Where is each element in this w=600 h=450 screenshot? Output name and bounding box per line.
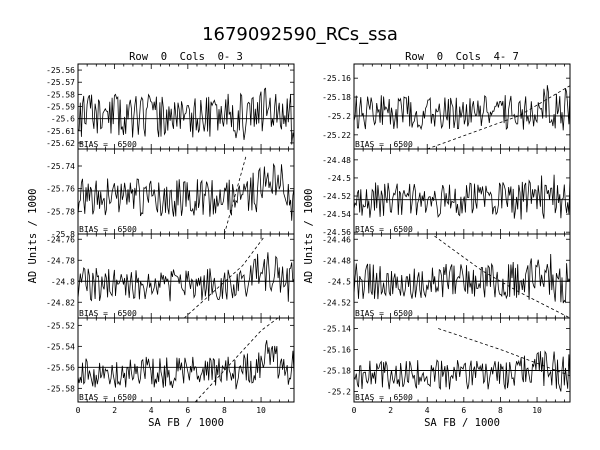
panel-frame [353, 233, 571, 319]
y-axis-label-right: AD Units / 1000 [303, 189, 315, 284]
fit-dashed-line [183, 235, 266, 319]
y-tick-label: -25.52 [46, 321, 75, 330]
y-tick-label: -24.54 [322, 210, 351, 219]
x-tick-label: 0 [76, 406, 81, 415]
y-tick-label: -24.82 [46, 298, 75, 307]
series-trace [353, 85, 571, 131]
y-tick-label: -25.76 [46, 185, 75, 194]
fit-dashed-line [194, 316, 280, 403]
x-tick-label: 10 [256, 406, 266, 415]
y-tick-label: -24.56 [322, 228, 351, 237]
y-tick-label: -25.56 [46, 363, 75, 372]
series-trace [353, 350, 571, 392]
x-tick-label: 2 [112, 406, 117, 415]
x-tick-label: 10 [532, 406, 542, 415]
series-trace [353, 174, 571, 220]
x-axis-label-left: SA FB / 1000 [148, 417, 224, 429]
panel-p1: -25.74 -25.76 -25.78 -25.8 BIAS = 6500 [46, 148, 295, 239]
x-tick-label: 8 [498, 406, 503, 415]
y-axis-label-left: AD Units / 1000 [27, 189, 39, 284]
bias-label: BIAS = 6500 [79, 225, 137, 234]
y-tick-label: -25.58 [46, 90, 75, 99]
y-tick-label: -24.48 [322, 256, 351, 265]
y-tick-label: -24.78 [46, 256, 75, 265]
panel-p7: -25.14 -25.16 -25.18 -25.20 2 4 6 8 10 BIAS = 650… [322, 317, 571, 415]
x-tick-label: 4 [149, 406, 154, 415]
y-tick-label: -25.6 [51, 115, 75, 124]
x-tick-label: 8 [222, 406, 227, 415]
panel-p6: -24.46 -24.48 -24.5 -24.52 BIAS = 6500 [322, 233, 571, 319]
y-tick-label: -24.5 [327, 174, 351, 183]
y-tick-label: -24.5 [327, 277, 351, 286]
y-tick-label: -25.14 [322, 325, 351, 334]
bias-label: BIAS = 6500 [79, 309, 137, 318]
y-tick-label: -25.61 [46, 127, 75, 136]
y-tick-label: -25.62 [46, 139, 75, 148]
x-tick-label: 6 [461, 406, 466, 415]
bias-label: BIAS = 6500 [355, 225, 413, 234]
series-trace [77, 340, 295, 390]
series-trace [77, 87, 295, 145]
y-tick-label: -25.18 [322, 367, 351, 376]
fit-dashed-line [224, 154, 247, 235]
bias-label: BIAS = 6500 [79, 140, 137, 149]
y-tick-label: -25.74 [46, 162, 75, 171]
series-trace [77, 252, 295, 302]
y-tick-label: -24.48 [322, 156, 351, 165]
chart-title: 1679092590_RCs_ssa [202, 24, 398, 45]
y-tick-label: -24.46 [322, 235, 351, 244]
y-tick-label: -25.56 [46, 66, 75, 75]
panel-frame [353, 317, 571, 403]
y-tick-label: -25.58 [46, 384, 75, 393]
x-tick-label: 6 [185, 406, 190, 415]
series-trace [77, 162, 295, 221]
y-tick-label: -25.16 [322, 346, 351, 355]
x-tick-label: 2 [388, 406, 393, 415]
panel-group: -25.56 -25.57 -25.58 -25.59 -25.6 -25.61 -25.6… [46, 63, 571, 415]
y-tick-label: -25.8 [51, 230, 75, 239]
column-heading-left: Row 0 Cols 0- 3 [129, 51, 243, 63]
panel-p2: -24.76 -24.78 -24.8 -24.82 BIAS = 6500 [46, 233, 295, 319]
y-tick-label: -25.78 [46, 207, 75, 216]
y-tick-label: -25.18 [322, 93, 351, 102]
panel-p5: -24.48 -24.5 -24.52 -24.54 -24.56 BIAS = 6500 [322, 148, 571, 237]
x-tick-label: 4 [425, 406, 430, 415]
series-trace [353, 253, 571, 304]
fit-dashed-line [434, 235, 571, 319]
y-tick-label: -25.54 [46, 342, 75, 351]
y-tick-label: -24.76 [46, 235, 75, 244]
y-tick-label: -25.2 [327, 112, 351, 121]
x-axis-label-right: SA FB / 1000 [424, 417, 500, 429]
y-tick-label: -25.16 [322, 74, 351, 83]
bias-label: BIAS = 6500 [79, 393, 137, 402]
y-tick-label: -24.52 [322, 192, 351, 201]
y-tick-label: -24.52 [322, 298, 351, 307]
panel-p4: -25.16 -25.18 -25.2 -25.22 BIAS = 6500 [322, 63, 571, 150]
y-tick-label: -25.22 [322, 131, 351, 140]
panel-p3: -25.52 -25.54 -25.56 -25.58 0 2 4 6 8 10 BIAS = 65… [46, 316, 295, 415]
fit-dashed-line [438, 328, 571, 377]
panel-frame [77, 317, 295, 403]
y-tick-label: -24.8 [51, 277, 75, 286]
panel-p0: -25.56 -25.57 -25.58 -25.59 -25.6 -25.61 -25.6… [46, 63, 295, 150]
panel-frame [77, 148, 295, 235]
bias-label: BIAS = 6500 [355, 393, 413, 402]
y-tick-label: -25.57 [46, 78, 75, 87]
x-tick-label: 0 [352, 406, 357, 415]
bias-label: BIAS = 6500 [355, 140, 413, 149]
column-heading-right: Row 0 Cols 4- 7 [405, 51, 519, 63]
bias-label: BIAS = 6500 [355, 309, 413, 318]
y-tick-label: -25.2 [327, 388, 351, 397]
y-tick-label: -25.59 [46, 103, 75, 112]
